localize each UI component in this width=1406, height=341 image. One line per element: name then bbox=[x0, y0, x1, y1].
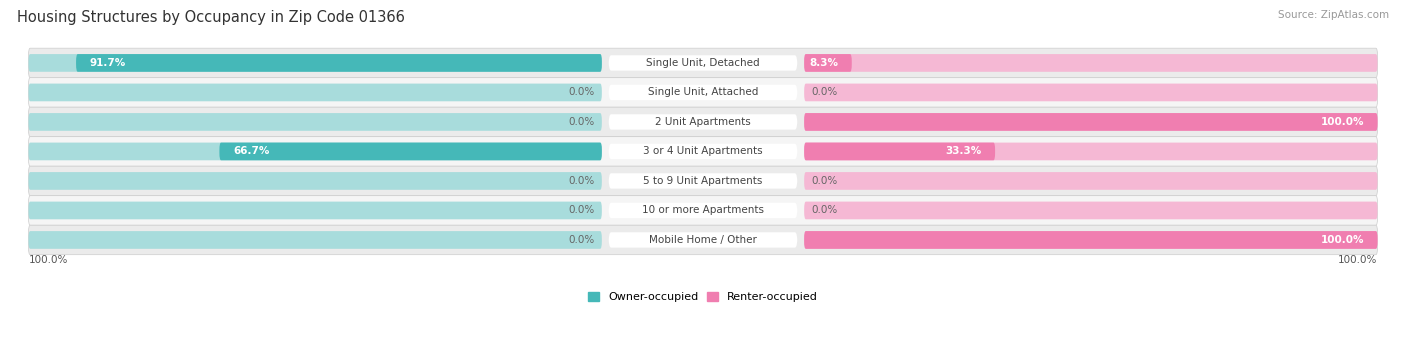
Text: 0.0%: 0.0% bbox=[569, 87, 595, 98]
FancyBboxPatch shape bbox=[28, 196, 1378, 225]
Legend: Owner-occupied, Renter-occupied: Owner-occupied, Renter-occupied bbox=[583, 287, 823, 307]
FancyBboxPatch shape bbox=[804, 231, 1378, 249]
FancyBboxPatch shape bbox=[28, 202, 602, 219]
Text: 0.0%: 0.0% bbox=[569, 117, 595, 127]
Text: 0.0%: 0.0% bbox=[569, 235, 595, 245]
Text: 0.0%: 0.0% bbox=[811, 206, 837, 216]
Text: 100.0%: 100.0% bbox=[28, 255, 67, 265]
Text: 100.0%: 100.0% bbox=[1320, 117, 1364, 127]
FancyBboxPatch shape bbox=[28, 107, 1378, 137]
FancyBboxPatch shape bbox=[28, 48, 1378, 78]
FancyBboxPatch shape bbox=[804, 143, 1378, 160]
FancyBboxPatch shape bbox=[28, 231, 602, 249]
FancyBboxPatch shape bbox=[76, 54, 602, 72]
FancyBboxPatch shape bbox=[609, 55, 797, 71]
FancyBboxPatch shape bbox=[804, 172, 1378, 190]
FancyBboxPatch shape bbox=[28, 166, 1378, 196]
Text: 100.0%: 100.0% bbox=[1320, 235, 1364, 245]
Text: 0.0%: 0.0% bbox=[811, 87, 837, 98]
FancyBboxPatch shape bbox=[28, 84, 602, 101]
Text: 0.0%: 0.0% bbox=[811, 176, 837, 186]
FancyBboxPatch shape bbox=[804, 84, 1378, 101]
FancyBboxPatch shape bbox=[28, 172, 602, 190]
Text: 33.3%: 33.3% bbox=[945, 146, 981, 157]
FancyBboxPatch shape bbox=[804, 113, 1378, 131]
Text: Single Unit, Detached: Single Unit, Detached bbox=[647, 58, 759, 68]
Text: 0.0%: 0.0% bbox=[569, 206, 595, 216]
FancyBboxPatch shape bbox=[609, 144, 797, 159]
FancyBboxPatch shape bbox=[28, 113, 602, 131]
FancyBboxPatch shape bbox=[28, 137, 1378, 166]
FancyBboxPatch shape bbox=[609, 232, 797, 248]
Text: 66.7%: 66.7% bbox=[233, 146, 270, 157]
Text: Housing Structures by Occupancy in Zip Code 01366: Housing Structures by Occupancy in Zip C… bbox=[17, 10, 405, 25]
FancyBboxPatch shape bbox=[804, 54, 1378, 72]
Text: 5 to 9 Unit Apartments: 5 to 9 Unit Apartments bbox=[644, 176, 762, 186]
FancyBboxPatch shape bbox=[609, 203, 797, 218]
FancyBboxPatch shape bbox=[609, 114, 797, 130]
FancyBboxPatch shape bbox=[804, 231, 1378, 249]
Text: Mobile Home / Other: Mobile Home / Other bbox=[650, 235, 756, 245]
FancyBboxPatch shape bbox=[28, 225, 1378, 255]
Text: Source: ZipAtlas.com: Source: ZipAtlas.com bbox=[1278, 10, 1389, 20]
Text: 0.0%: 0.0% bbox=[569, 176, 595, 186]
Text: 100.0%: 100.0% bbox=[1339, 255, 1378, 265]
Text: 10 or more Apartments: 10 or more Apartments bbox=[643, 206, 763, 216]
FancyBboxPatch shape bbox=[219, 143, 602, 160]
FancyBboxPatch shape bbox=[28, 143, 602, 160]
FancyBboxPatch shape bbox=[28, 78, 1378, 107]
FancyBboxPatch shape bbox=[804, 113, 1378, 131]
Text: 2 Unit Apartments: 2 Unit Apartments bbox=[655, 117, 751, 127]
FancyBboxPatch shape bbox=[804, 202, 1378, 219]
Text: Single Unit, Attached: Single Unit, Attached bbox=[648, 87, 758, 98]
FancyBboxPatch shape bbox=[609, 85, 797, 100]
FancyBboxPatch shape bbox=[804, 143, 995, 160]
Text: 3 or 4 Unit Apartments: 3 or 4 Unit Apartments bbox=[643, 146, 763, 157]
FancyBboxPatch shape bbox=[609, 173, 797, 189]
Text: 91.7%: 91.7% bbox=[90, 58, 125, 68]
Text: 8.3%: 8.3% bbox=[810, 58, 838, 68]
FancyBboxPatch shape bbox=[804, 54, 852, 72]
FancyBboxPatch shape bbox=[28, 54, 602, 72]
